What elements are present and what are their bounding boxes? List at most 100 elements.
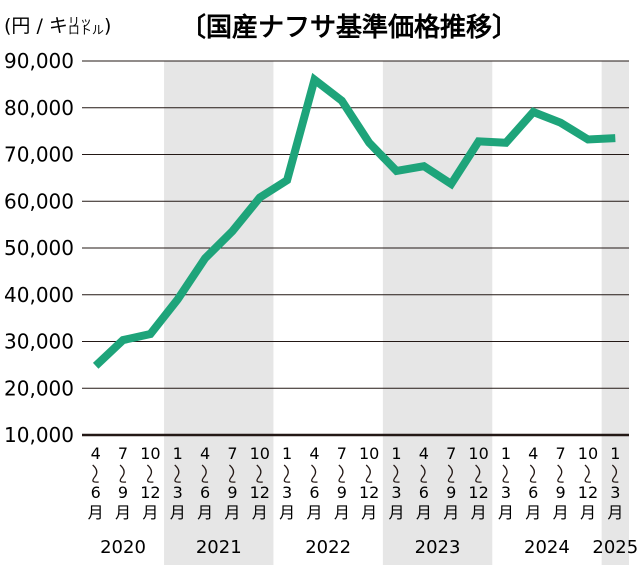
x-tick-tilde: [174, 464, 181, 483]
x-tick-start: 4: [419, 444, 429, 463]
x-tick-start: 1: [282, 444, 292, 463]
x-tick-suffix: 月: [553, 503, 569, 522]
x-tick-suffix: 月: [306, 503, 322, 522]
x-tick-start: 10: [140, 444, 160, 463]
y-axis-unit-label: (円 / キリッロトル): [4, 15, 111, 37]
x-tick-end: 9: [556, 483, 566, 502]
x-tick-start: 4: [309, 444, 319, 463]
x-tick-end: 9: [337, 483, 347, 502]
year-label-2023: 2023: [415, 537, 461, 558]
x-tick-start: 1: [501, 444, 511, 463]
x-tick-tilde: [201, 464, 209, 483]
x-tick-label: 7 9月: [115, 444, 131, 522]
x-tick-suffix: 月: [389, 503, 405, 522]
x-tick-tilde: [92, 464, 99, 483]
x-tick-suffix: 月: [525, 503, 541, 522]
x-tick-start: 7: [556, 444, 566, 463]
year-label-2022: 2022: [305, 537, 351, 558]
x-tick-end: 3: [391, 483, 401, 502]
x-tick-tilde: [365, 464, 373, 483]
x-tick-end: 9: [118, 483, 128, 502]
x-tick-label: 4 6月: [416, 444, 432, 522]
x-tick-end: 9: [227, 483, 237, 502]
x-tick-label: 1 3月: [389, 444, 405, 522]
chart-title: 〔国産ナフサ基準価格推移〕: [180, 12, 518, 43]
x-tick-label: 1 3月: [279, 444, 295, 522]
x-tick-start: 10: [250, 444, 270, 463]
x-tick-label: 10 12月: [140, 444, 160, 522]
x-tick-start: 1: [610, 444, 620, 463]
x-tick-start: 4: [528, 444, 538, 463]
year-band-2021: [164, 61, 274, 565]
x-tick-suffix: 月: [279, 503, 295, 522]
x-tick-label: 10 12月: [468, 444, 488, 522]
x-tick-suffix: 月: [607, 503, 623, 522]
x-tick-end: 6: [419, 483, 429, 502]
x-tick-label: 10 12月: [359, 444, 379, 522]
y-tick-label: 70,000: [4, 143, 74, 167]
x-tick-suffix: 月: [580, 503, 596, 522]
x-tick-label: 10 12月: [250, 444, 270, 522]
x-tick-label: 7 9月: [443, 444, 459, 522]
x-tick-tilde: [119, 464, 127, 483]
x-tick-start: 7: [118, 444, 128, 463]
x-tick-end: 6: [528, 483, 538, 502]
year-label-2025: 2025: [592, 537, 638, 558]
x-tick-tilde: [611, 464, 619, 483]
x-tick-label: 1 3月: [607, 444, 623, 522]
x-tick-tilde: [502, 464, 509, 483]
y-tick-label: 20,000: [4, 376, 74, 400]
x-tick-end: 6: [309, 483, 319, 502]
series-line: [92, 72, 616, 369]
x-tick-suffix: 月: [88, 503, 104, 522]
x-tick-suffix: 月: [443, 503, 459, 522]
x-tick-start: 7: [337, 444, 347, 463]
x-tick-start: 7: [227, 444, 237, 463]
x-tick-label: 7 9月: [334, 444, 350, 522]
y-tick-label: 10,000: [4, 423, 74, 447]
x-tick-label: 1 3月: [498, 444, 514, 522]
x-tick-start: 4: [91, 444, 101, 463]
grid-lines: [82, 60, 629, 437]
x-tick-end: 9: [446, 483, 456, 502]
x-tick-end: 12: [250, 483, 270, 502]
x-tick-tilde: [338, 464, 345, 483]
x-tick-suffix: 月: [361, 503, 377, 522]
x-tick-tilde: [584, 464, 592, 483]
x-tick-end: 12: [359, 483, 379, 502]
y-tick-label: 40,000: [4, 283, 74, 307]
y-tick-label: 50,000: [4, 236, 74, 260]
x-tick-start: 10: [359, 444, 379, 463]
x-tick-label: 4 6月: [197, 444, 213, 522]
x-tick-start: 1: [391, 444, 401, 463]
x-tick-label: 7 9月: [224, 444, 240, 522]
x-tick-tilde: [557, 464, 564, 483]
x-tick-tilde: [420, 464, 427, 483]
x-tick-start: 10: [468, 444, 488, 463]
x-tick-label: 4 6月: [525, 444, 541, 522]
x-tick-suffix: 月: [416, 503, 432, 522]
x-tick-suffix: 月: [197, 503, 213, 522]
y-axis-ticks: 10,000 20,000 30,000 40,000 50,000 60,000 70,0…: [4, 49, 74, 447]
x-tick-suffix: 月: [498, 503, 514, 522]
x-tick-end: 12: [578, 483, 598, 502]
x-axis-ticks: 46月79月1012月13月46月79月1012月13月46月79月1012月1…: [88, 444, 624, 522]
year-label-2020: 2020: [100, 537, 146, 558]
x-tick-tilde: [529, 464, 537, 483]
x-tick-start: 1: [173, 444, 183, 463]
year-label-2021: 2021: [196, 537, 242, 558]
y-tick-label: 30,000: [4, 330, 74, 354]
x-tick-tilde: [146, 464, 154, 483]
x-tick-tilde: [311, 464, 318, 483]
x-tick-end: 3: [610, 483, 620, 502]
x-tick-suffix: 月: [252, 503, 268, 522]
y-tick-label: 60,000: [4, 189, 74, 213]
x-tick-end: 3: [501, 483, 511, 502]
x-tick-suffix: 月: [170, 503, 186, 522]
x-tick-start: 7: [446, 444, 456, 463]
x-tick-tilde: [475, 464, 482, 483]
x-tick-label: 4 6月: [88, 444, 104, 522]
x-tick-suffix: 月: [334, 503, 350, 522]
x-tick-end: 3: [173, 483, 183, 502]
